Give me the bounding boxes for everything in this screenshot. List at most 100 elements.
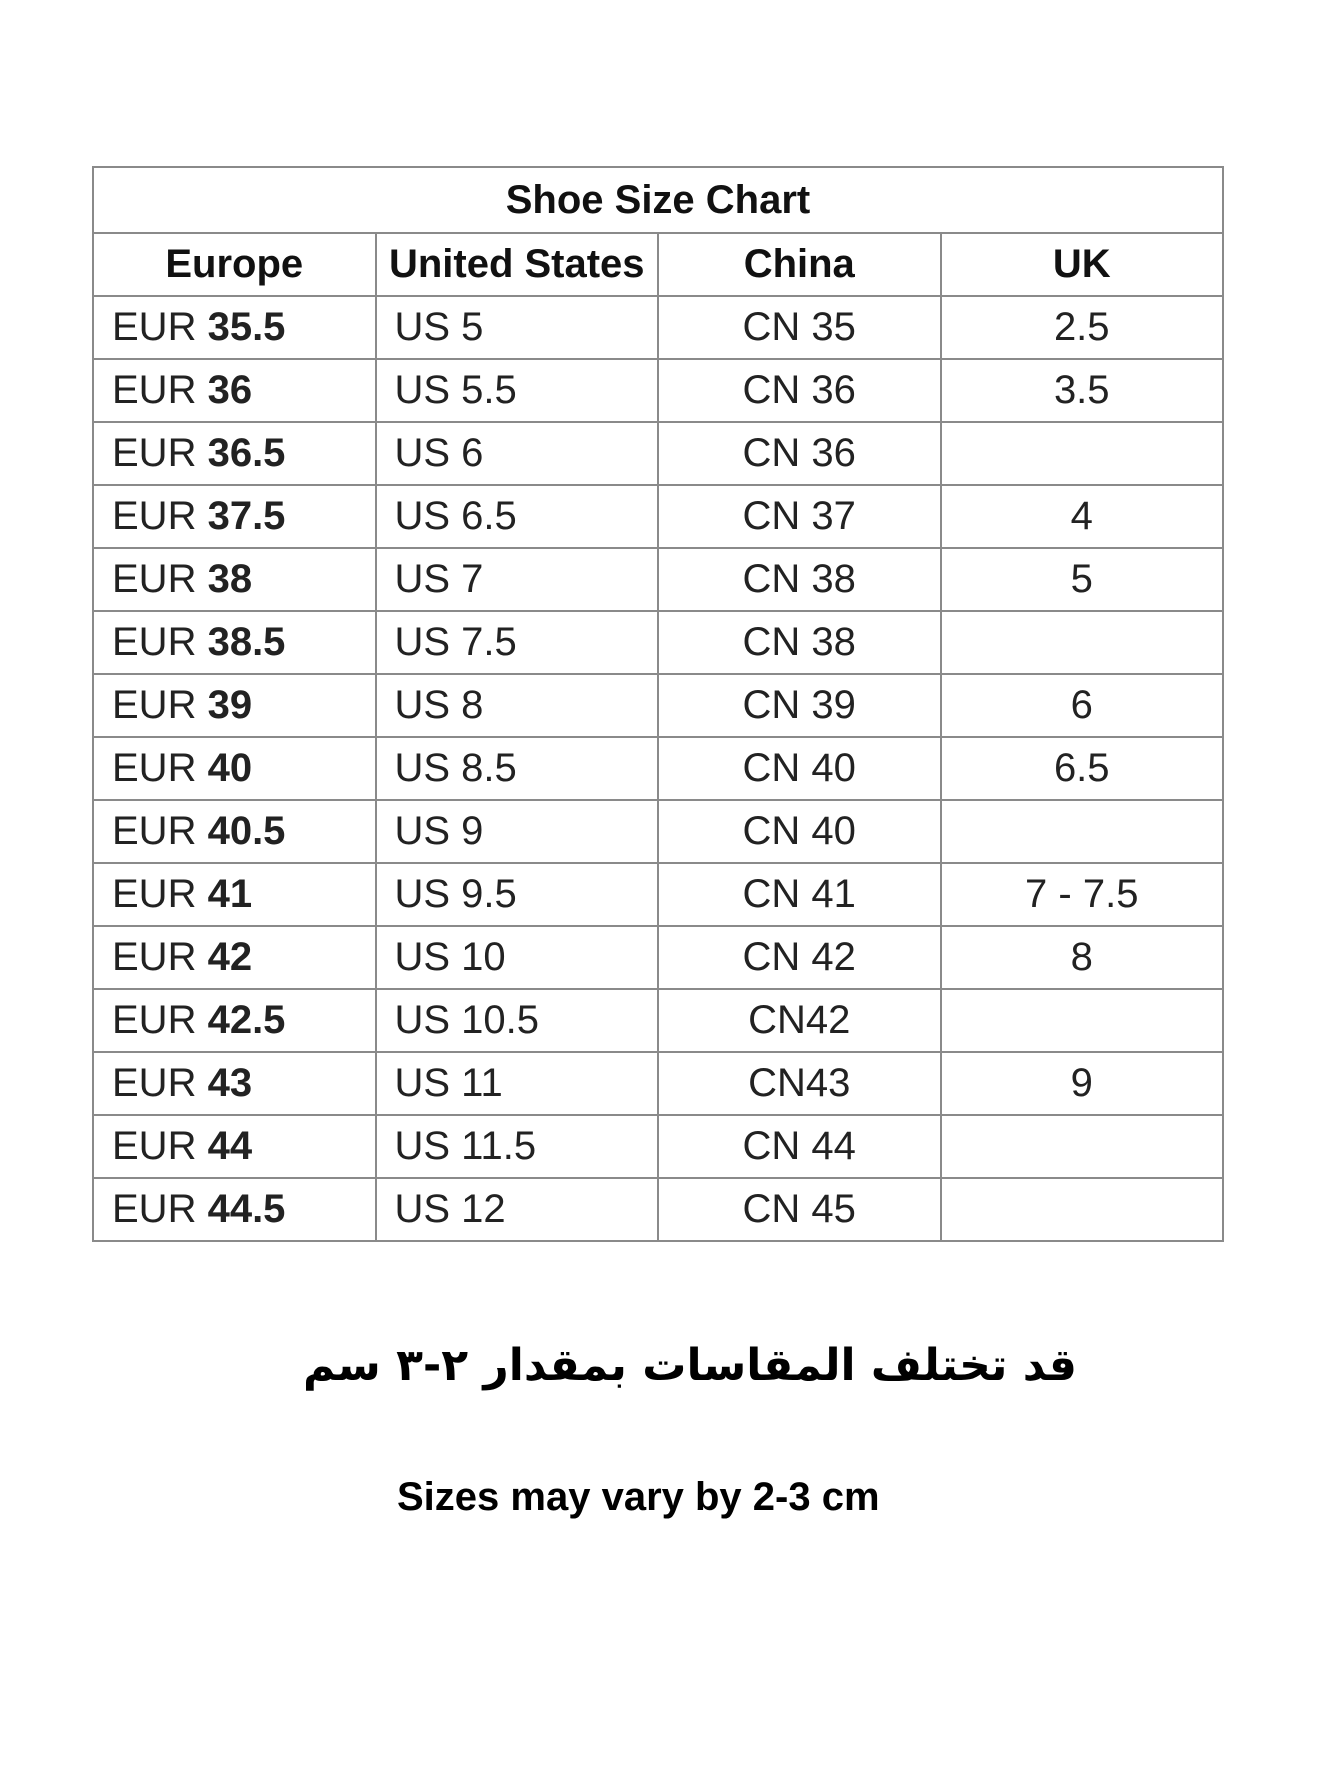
cell-uk: 3.5 xyxy=(939,358,1224,423)
cell-uk: 9 xyxy=(939,1051,1224,1116)
table-row: EUR 37.5 US 6.5 CN 37 4 xyxy=(92,484,1224,549)
cell-us: US 5.5 xyxy=(374,358,659,423)
eu-size: 41 xyxy=(207,872,253,916)
table-title: Shoe Size Chart xyxy=(92,166,1224,234)
cell-europe: EUR 39 xyxy=(92,673,377,738)
eu-prefix: EUR xyxy=(112,368,197,412)
cell-europe: EUR 38 xyxy=(92,547,377,612)
cell-europe: EUR 42 xyxy=(92,925,377,990)
table-row: EUR 41 US 9.5 CN 41 7 - 7.5 xyxy=(92,862,1224,927)
cell-us: US 6 xyxy=(374,421,659,486)
eu-prefix: EUR xyxy=(112,1187,197,1231)
table-row: EUR 39 US 8 CN 39 6 xyxy=(92,673,1224,738)
eu-size: 35.5 xyxy=(207,305,286,349)
eu-prefix: EUR xyxy=(112,998,197,1042)
shoe-size-table: Shoe Size Chart Europe United States Chi… xyxy=(92,166,1224,1242)
cell-uk: 2.5 xyxy=(939,295,1224,360)
cell-uk xyxy=(939,421,1224,486)
eu-prefix: EUR xyxy=(112,746,197,790)
cell-china: CN 40 xyxy=(657,736,942,801)
eu-size: 38 xyxy=(207,557,253,601)
table-row: EUR 38.5 US 7.5 CN 38 xyxy=(92,610,1224,675)
cell-us: US 7 xyxy=(374,547,659,612)
cell-europe: EUR 36.5 xyxy=(92,421,377,486)
cell-uk: 6.5 xyxy=(939,736,1224,801)
eu-size: 42 xyxy=(207,935,253,979)
cell-china: CN 42 xyxy=(657,925,942,990)
table-row: EUR 42.5 US 10.5 CN42 xyxy=(92,988,1224,1053)
cell-europe: EUR 40.5 xyxy=(92,799,377,864)
cell-china: CN 44 xyxy=(657,1114,942,1179)
cell-china: CN 40 xyxy=(657,799,942,864)
eu-size: 37.5 xyxy=(207,494,286,538)
table-row: EUR 40.5 US 9 CN 40 xyxy=(92,799,1224,864)
cell-europe: EUR 38.5 xyxy=(92,610,377,675)
eu-prefix: EUR xyxy=(112,872,197,916)
eu-prefix: EUR xyxy=(112,809,197,853)
cell-china: CN 36 xyxy=(657,421,942,486)
cell-europe: EUR 40 xyxy=(92,736,377,801)
table-row: EUR 40 US 8.5 CN 40 6.5 xyxy=(92,736,1224,801)
eu-size: 38.5 xyxy=(207,620,286,664)
cell-us: US 10.5 xyxy=(374,988,659,1053)
cell-uk: 8 xyxy=(939,925,1224,990)
eu-prefix: EUR xyxy=(112,1061,197,1105)
cell-china: CN 38 xyxy=(657,547,942,612)
header-europe: Europe xyxy=(92,232,377,297)
eu-prefix: EUR xyxy=(112,620,197,664)
eu-size: 42.5 xyxy=(207,998,286,1042)
eu-size: 40.5 xyxy=(207,809,286,853)
cell-us: US 11.5 xyxy=(374,1114,659,1179)
table-row: EUR 38 US 7 CN 38 5 xyxy=(92,547,1224,612)
cell-uk xyxy=(939,799,1224,864)
eu-size: 43 xyxy=(207,1061,253,1105)
cell-uk: 7 - 7.5 xyxy=(939,862,1224,927)
cell-uk xyxy=(939,1177,1224,1242)
cell-europe: EUR 37.5 xyxy=(92,484,377,549)
eu-size: 40 xyxy=(207,746,253,790)
cell-europe: EUR 44.5 xyxy=(92,1177,377,1242)
cell-us: US 8.5 xyxy=(374,736,659,801)
table-row: EUR 44 US 11.5 CN 44 xyxy=(92,1114,1224,1179)
eu-prefix: EUR xyxy=(112,557,197,601)
cell-uk xyxy=(939,988,1224,1053)
table-row: EUR 35.5 US 5 CN 35 2.5 xyxy=(92,295,1224,360)
cell-china: CN 35 xyxy=(657,295,942,360)
eu-prefix: EUR xyxy=(112,935,197,979)
eu-size: 39 xyxy=(207,683,253,727)
cell-china: CN42 xyxy=(657,988,942,1053)
cell-uk xyxy=(939,1114,1224,1179)
cell-us: US 6.5 xyxy=(374,484,659,549)
cell-us: US 11 xyxy=(374,1051,659,1116)
header-row: Europe United States China UK xyxy=(92,232,1224,297)
cell-us: US 8 xyxy=(374,673,659,738)
eu-size: 36 xyxy=(207,368,253,412)
eu-size: 36.5 xyxy=(207,431,286,475)
cell-china: CN 41 xyxy=(657,862,942,927)
cell-europe: EUR 44 xyxy=(92,1114,377,1179)
cell-us: US 9 xyxy=(374,799,659,864)
cell-europe: EUR 43 xyxy=(92,1051,377,1116)
cell-europe: EUR 42.5 xyxy=(92,988,377,1053)
table-row: EUR 36.5 US 6 CN 36 xyxy=(92,421,1224,486)
cell-china: CN 45 xyxy=(657,1177,942,1242)
english-note: Sizes may vary by 2-3 cm xyxy=(397,1475,880,1519)
cell-europe: EUR 41 xyxy=(92,862,377,927)
cell-us: US 5 xyxy=(374,295,659,360)
cell-uk xyxy=(939,610,1224,675)
cell-uk: 6 xyxy=(939,673,1224,738)
cell-us: US 7.5 xyxy=(374,610,659,675)
arabic-note: قد تختلف المقاسات بمقدار ٢-٣ سم xyxy=(303,1340,1077,1391)
table-row: EUR 44.5 US 12 CN 45 xyxy=(92,1177,1224,1242)
cell-europe: EUR 35.5 xyxy=(92,295,377,360)
cell-europe: EUR 36 xyxy=(92,358,377,423)
cell-us: US 10 xyxy=(374,925,659,990)
eu-size: 44.5 xyxy=(207,1187,286,1231)
cell-us: US 12 xyxy=(374,1177,659,1242)
eu-size: 44 xyxy=(207,1124,253,1168)
cell-china: CN43 xyxy=(657,1051,942,1116)
table-row: EUR 43 US 11 CN43 9 xyxy=(92,1051,1224,1116)
table-title-row: Shoe Size Chart xyxy=(92,166,1224,234)
eu-prefix: EUR xyxy=(112,305,197,349)
eu-prefix: EUR xyxy=(112,494,197,538)
